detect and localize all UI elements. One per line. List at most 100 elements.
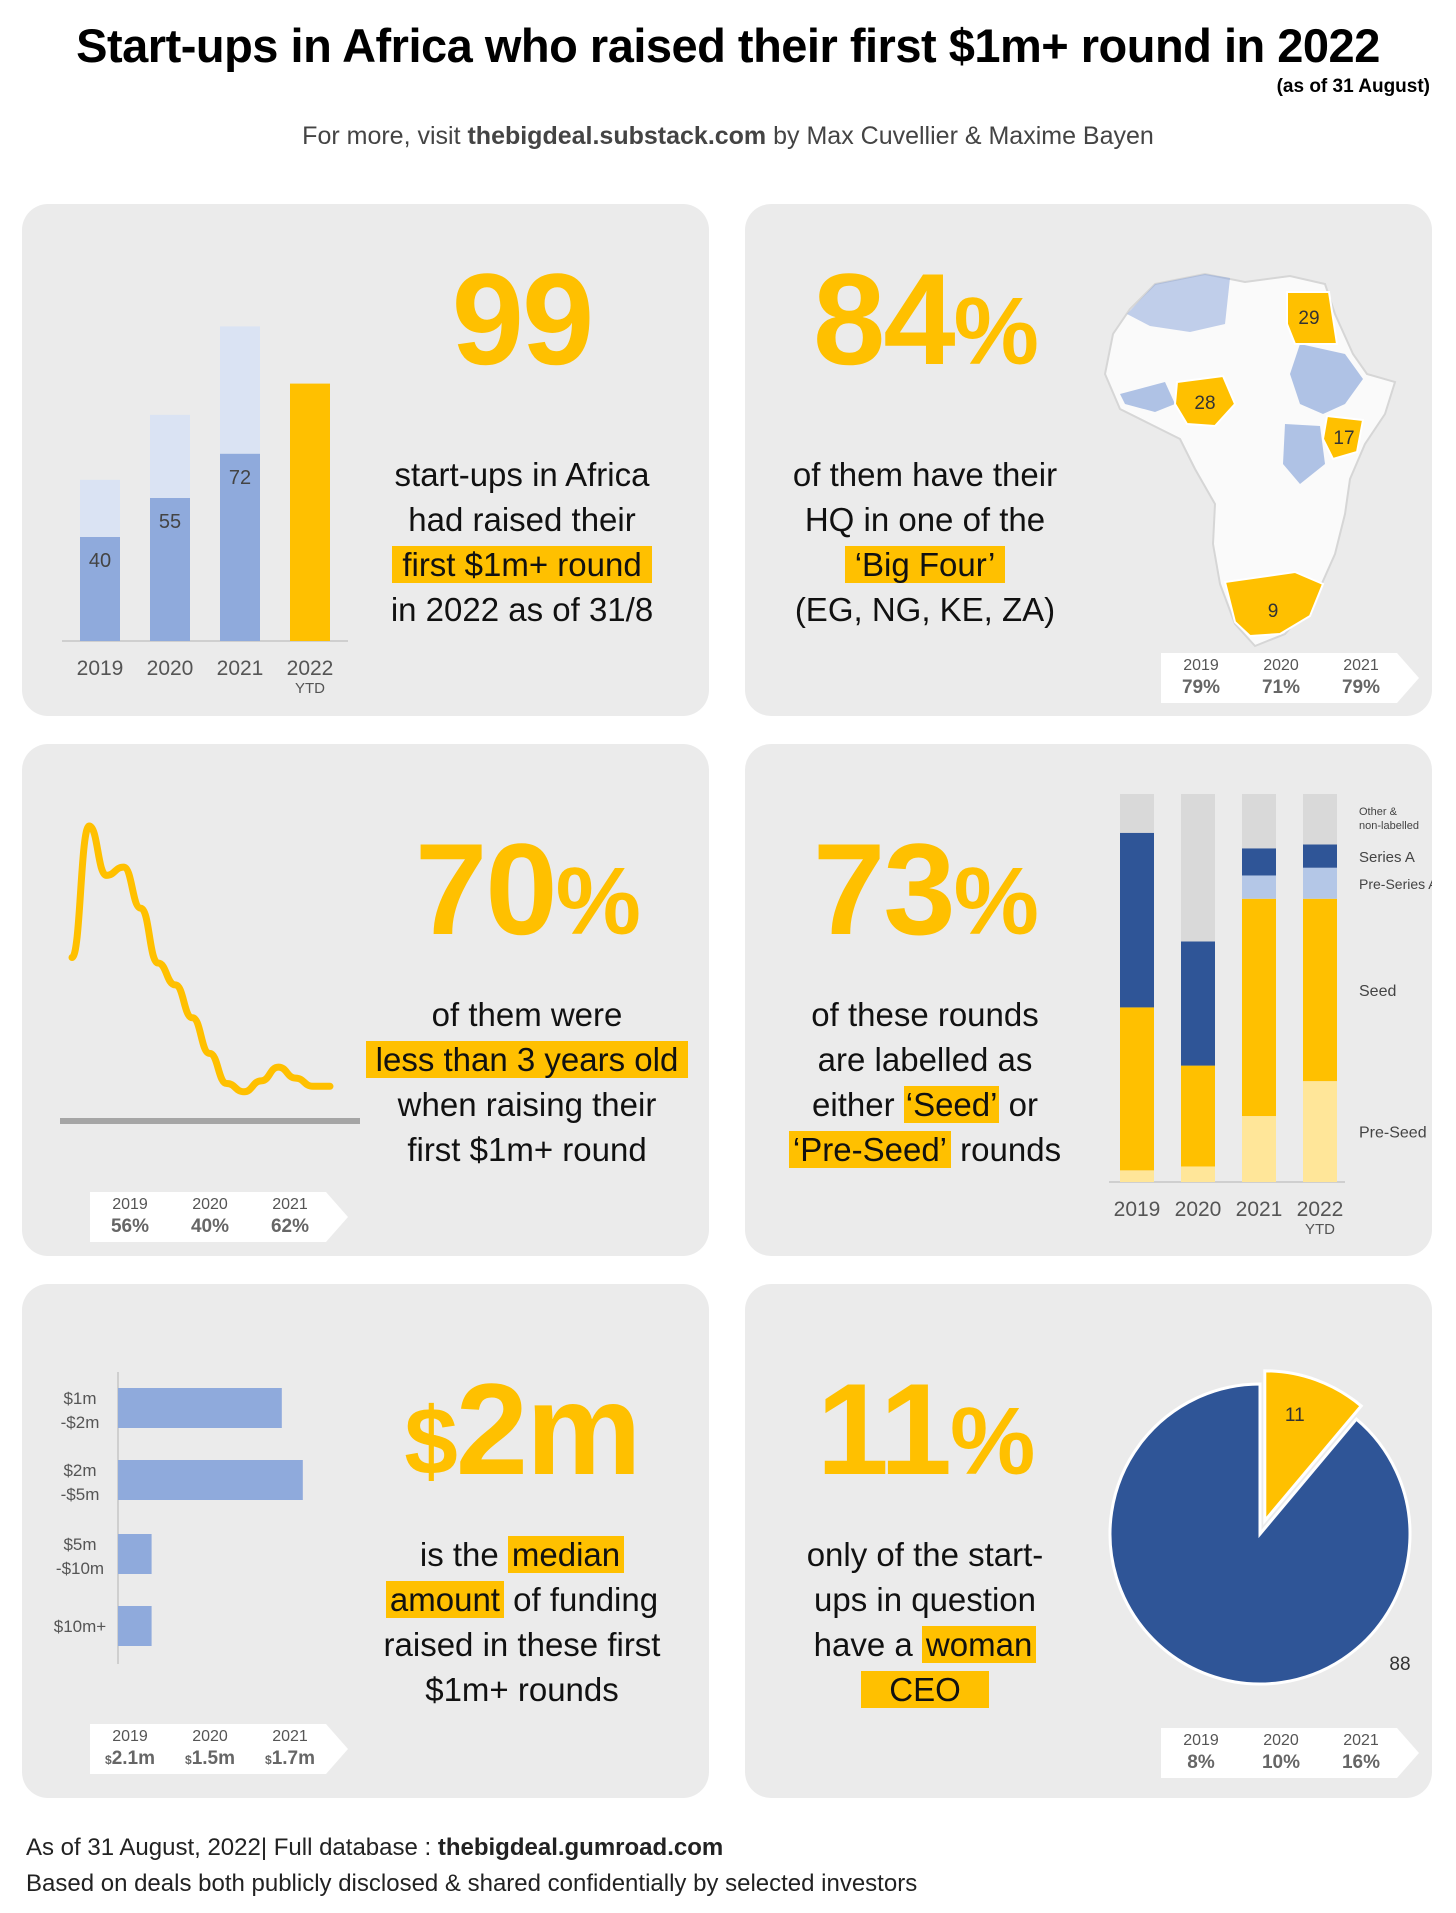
title-note: (as of 31 August) <box>1276 76 1430 97</box>
hbar-label-0-b: -$2m <box>61 1413 100 1432</box>
legend-other-line1: Other & <box>1359 806 1398 818</box>
legend-series-a: Series A <box>1359 849 1415 866</box>
panel3-line3: when raising their <box>397 1086 657 1123</box>
x-sublabel-2022: YTD <box>1305 1221 1335 1238</box>
segment-seed-2020 <box>1181 1065 1215 1167</box>
panel6-value-2021: 16% <box>1341 1752 1381 1773</box>
panel3-yearly-strip: 2019 56% 2020 40% 2021 62% <box>90 1192 348 1242</box>
bar-2022 <box>290 383 330 641</box>
segment-seed-2019 <box>1120 1007 1154 1171</box>
footer-database-line: As of 31 August, 2022| Full database : t… <box>26 1834 723 1862</box>
panel5-cur-2020: $ <box>185 1753 192 1767</box>
credit-link[interactable]: thebigdeal.substack.com <box>467 122 767 150</box>
panel6-line3a: have a <box>813 1626 922 1663</box>
big-number-70: 70% <box>362 824 692 954</box>
segment-series-a-2019 <box>1120 832 1154 1008</box>
panel2-year-2019: 2019 <box>1183 657 1219 674</box>
panel5-line3: raised in these first <box>383 1626 661 1663</box>
panel6-woman-highlight: woman <box>921 1626 1037 1663</box>
x-label-2020: 2020 <box>147 657 194 680</box>
kenya-shape <box>1321 414 1365 461</box>
panel6-ceo-highlight: CEO <box>861 1671 989 1708</box>
panel5-description: is the median amount of funding raised i… <box>352 1532 692 1712</box>
segment-pre-series-a-2022 <box>1303 867 1337 899</box>
egypt-shape <box>1286 291 1339 345</box>
panel6-year-2020: 2020 <box>1263 1732 1299 1749</box>
pie-slice-11 <box>1263 1369 1364 1525</box>
hbar-label-2-a: $5m <box>63 1535 96 1554</box>
panel2-value-2020: 71% <box>1261 677 1301 698</box>
hbar-label-1-a: $2m <box>63 1461 96 1480</box>
big-number-84-pct: % <box>953 278 1039 385</box>
south-africa-shape <box>1223 570 1325 638</box>
x-label-2020: 2020 <box>1175 1198 1222 1221</box>
nigeria-shape <box>1173 374 1237 428</box>
big-number-73-pct: % <box>953 848 1039 955</box>
north-africa-blue-region <box>1127 274 1230 332</box>
segment-series-a-2020 <box>1181 941 1215 1066</box>
panel3-description: of them were less than 3 years old when … <box>362 992 692 1172</box>
panel5-value-2020: 1.5m <box>191 1748 235 1769</box>
hbar-label-3: $10m+ <box>54 1617 107 1636</box>
west-africa-blue-region <box>1120 382 1175 412</box>
big-number-70-value: 70 <box>415 816 558 962</box>
panel6-year-2021: 2021 <box>1343 1732 1379 1749</box>
segment-pre-seed-2019 <box>1120 1170 1154 1182</box>
segment-seed-2022 <box>1303 898 1337 1082</box>
panel2-line4: (EG, NG, KE, ZA) <box>794 591 1056 628</box>
panel2-yearly-strip: 2019 79% 2020 71% 2021 79% <box>1161 653 1419 703</box>
panel5-yearly-strip: 2019 $2.1m 2020 $1.5m 2021 $1.7m <box>90 1724 348 1774</box>
age-distribution-line <box>68 822 334 1096</box>
panel5-value-2019: 2.1m <box>111 1748 155 1769</box>
panel1-line4: in 2022 as of 31/8 <box>390 591 654 628</box>
x-label-2021: 2021 <box>217 657 264 680</box>
panel5-median-highlight: median <box>507 1536 625 1573</box>
footer-link[interactable]: thebigdeal.gumroad.com <box>437 1834 724 1861</box>
panel-round-labels: 73% of these rounds are labelled as eith… <box>745 744 1432 1256</box>
panel5-line4: $1m+ rounds <box>425 1671 619 1708</box>
footer-prefix: As of 31 August, 2022| Full database : <box>26 1834 438 1861</box>
panel5-cur-2019: $ <box>105 1753 112 1767</box>
x-label-2019: 2019 <box>1114 1198 1161 1221</box>
segment-pre-series-a-2021 <box>1242 875 1276 899</box>
nigeria-label: 28 <box>1194 393 1215 414</box>
panel3-value-2021: 62% <box>270 1216 310 1237</box>
legend-pre-seed: Pre-Seed <box>1359 1125 1427 1142</box>
panel6-description: only of the start- ups in question have … <box>745 1532 1105 1712</box>
panel5-line1a: is the <box>419 1536 508 1573</box>
segment-other-non-labelled-2019 <box>1120 794 1154 833</box>
panel3-line1: of them were <box>431 996 623 1033</box>
panel6-line2: ups in question <box>814 1581 1036 1618</box>
legend-pre-series-a: Pre-Series A <box>1359 876 1432 892</box>
segment-pre-seed-2022 <box>1303 1081 1337 1182</box>
panel5-cur-2021: $ <box>265 1753 272 1767</box>
panel3-value-2020: 40% <box>190 1216 230 1237</box>
central-africa-blue-region <box>1283 424 1325 484</box>
panel-startup-count: 40 2019 55 2020 72 2021 2022 YTD 99 start-ups i… <box>22 204 709 716</box>
hbar-3 <box>118 1606 152 1646</box>
pie-slice-88 <box>1108 1382 1412 1686</box>
big-number-84-value: 84 <box>813 246 956 392</box>
big-number-2m-currency: $ <box>404 1388 457 1495</box>
segment-pre-seed-2020 <box>1181 1166 1215 1182</box>
bar-2021 <box>220 453 260 641</box>
panel5-year-2020: 2020 <box>192 1728 228 1745</box>
hbar-0 <box>118 1388 282 1428</box>
segment-other-non-labelled-2020 <box>1181 794 1215 942</box>
x-label-2022: 2022 <box>287 657 334 680</box>
panel-woman-ceo: 11% only of the start- ups in question h… <box>745 1284 1432 1798</box>
panel6-value-2019: 8% <box>1187 1752 1215 1773</box>
big-number-2m-value: 2m <box>455 1356 642 1502</box>
x-label-2021: 2021 <box>1236 1198 1283 1221</box>
panel1-line1: start-ups in Africa <box>394 456 650 493</box>
hbar-label-0-a: $1m <box>63 1389 96 1408</box>
panel1-line3-highlight: first $1m+ round <box>392 546 652 583</box>
hbar-label-2-b: -$10m <box>56 1559 104 1578</box>
panel4-line4b: rounds <box>951 1131 1062 1168</box>
panel1-description: start-ups in Africa had raised their fir… <box>362 452 682 632</box>
panel5-value-2021: 1.7m <box>271 1748 315 1769</box>
x-sublabel-2022: YTD <box>295 680 325 697</box>
funding-amount-bar-chart: $1m -$2m $2m -$5m $5m -$10m $10m+ <box>54 1372 303 1664</box>
big-number-99: 99 <box>451 246 595 392</box>
footer-source-line: Based on deals both publicly disclosed &… <box>26 1870 918 1897</box>
